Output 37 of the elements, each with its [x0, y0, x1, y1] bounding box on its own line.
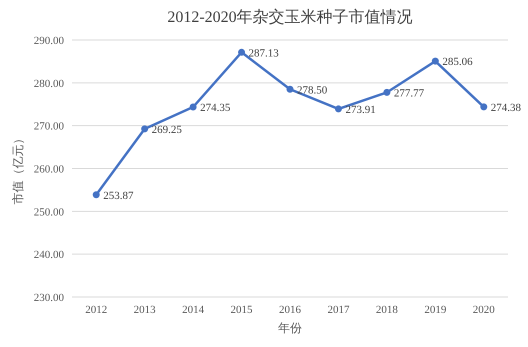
y-tick-label: 250.00 — [34, 206, 64, 218]
x-tick-label: 2013 — [134, 304, 156, 316]
chart-title: 2012-2020年杂交玉米种子市值情况 — [167, 8, 413, 26]
y-tick-label: 280.00 — [34, 78, 64, 90]
point — [383, 88, 390, 96]
point — [238, 48, 246, 56]
x-tick-label: 2019 — [424, 304, 447, 316]
point — [286, 86, 294, 93]
x-tick-label: 2018 — [376, 304, 398, 316]
data-label: 285.06 — [442, 56, 474, 68]
x-tick-label: 2016 — [279, 304, 302, 316]
point — [141, 125, 148, 132]
y-tick-label: 270.00 — [34, 120, 64, 133]
data-label: 273.91 — [345, 104, 376, 116]
point — [480, 103, 488, 110]
x-tick-label: 2017 — [327, 304, 350, 316]
y-tick-label: 260.00 — [34, 164, 64, 176]
y-tick-label: 230.00 — [34, 292, 64, 304]
data-label: 274.38 — [490, 102, 522, 114]
x-tick-label: 2015 — [230, 304, 254, 316]
data-label: 269.25 — [152, 124, 182, 136]
point — [334, 105, 342, 112]
x-tick-label: 2014 — [182, 304, 205, 316]
y-axis-title: 市值（亿元） — [11, 132, 25, 204]
data-label: 274.35 — [200, 102, 231, 114]
x-tick-label: 2020 — [472, 304, 496, 316]
point — [190, 104, 197, 111]
data-label: 287.13 — [248, 47, 280, 60]
data-label: 278.50 — [297, 84, 328, 96]
y-tick-label: 290.00 — [34, 35, 64, 47]
y-tick-label: 240.00 — [34, 249, 64, 262]
data-label: 253.87 — [103, 190, 134, 202]
point — [432, 58, 439, 65]
x-tick-label: 2012 — [85, 304, 108, 316]
x-axis-title: 年份 — [278, 321, 302, 335]
data-label: 277.77 — [394, 87, 425, 100]
point — [92, 191, 100, 198]
